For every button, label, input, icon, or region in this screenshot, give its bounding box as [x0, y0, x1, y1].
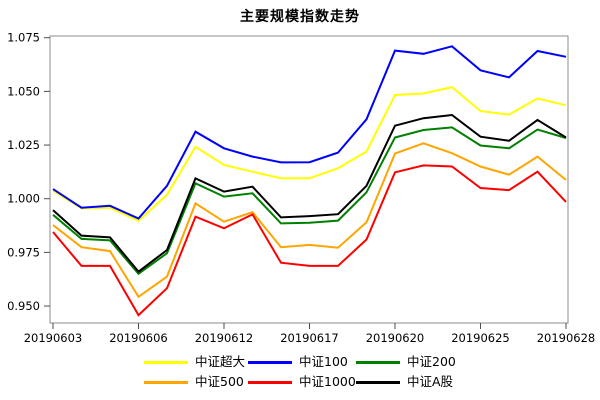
y-axis-label: 1.025	[7, 138, 40, 152]
legend-swatch	[144, 360, 188, 364]
series-line-4	[52, 164, 567, 317]
legend-label: 中证500	[195, 374, 244, 389]
y-axis-label: 1.000	[7, 192, 40, 206]
legend-swatch	[356, 360, 400, 364]
x-axis-label: 20190628	[537, 331, 596, 345]
legend-item: 中证A股	[356, 374, 456, 390]
legend-item: 中证500	[144, 374, 248, 390]
legend-label: 中证1000	[299, 374, 356, 389]
series-line-0	[52, 86, 567, 222]
y-axis-label: 1.050	[7, 84, 40, 98]
legend-item: 中证超大	[144, 354, 248, 370]
legend: 中证超大 中证100 中证200 中证500 中证1000 中证A股	[144, 354, 456, 390]
chart-title: 主要规模指数走势	[240, 9, 360, 25]
x-axis-label: 20190603	[24, 331, 83, 345]
legend-item: 中证200	[356, 354, 456, 370]
legend-swatch	[144, 380, 188, 384]
legend-label: 中证A股	[407, 374, 454, 389]
x-axis-label: 20190612	[195, 331, 254, 345]
series-line-2	[52, 126, 567, 276]
y-axis-label: 0.975	[7, 245, 40, 259]
legend-swatch	[248, 360, 292, 364]
legend-item: 中证1000	[248, 374, 356, 390]
legend-label: 中证超大	[195, 354, 246, 369]
y-axis-label: 1.075	[7, 31, 40, 45]
y-axis-label: 0.950	[7, 299, 40, 313]
x-axis-label: 20190617	[280, 331, 339, 345]
series-line-5	[52, 113, 567, 274]
series-line-3	[52, 142, 567, 299]
legend-label: 中证100	[299, 354, 348, 369]
legend-item: 中证100	[248, 354, 356, 370]
x-axis-label: 20190620	[366, 331, 425, 345]
legend-swatch	[356, 380, 400, 384]
legend-label: 中证200	[407, 354, 456, 369]
series-line-1	[52, 45, 567, 220]
x-axis-label: 20190606	[109, 331, 168, 345]
legend-swatch	[248, 380, 292, 384]
x-axis-label: 20190625	[451, 331, 510, 345]
